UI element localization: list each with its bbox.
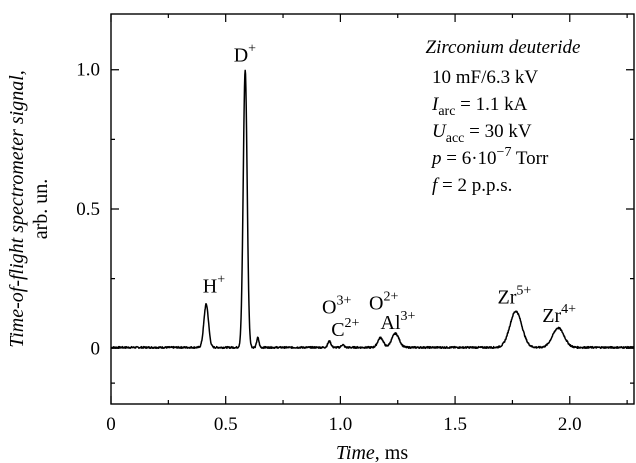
- param-line-4: f = 2 p.p.s.: [432, 175, 512, 196]
- param-line-3: p = 6·10−7 Torr: [430, 145, 549, 169]
- peak-label-6: Zr5+: [498, 284, 532, 309]
- peak-label-3: O2+: [369, 289, 398, 314]
- axis-tick-labels: 0 0.5 1.0 1.5 2.0 0 0.5 1.0: [76, 60, 581, 435]
- y-tick-label-2: 1.0: [76, 60, 100, 81]
- parameters-annotation: Zirconium deuteride 10 mF/6.3 kV Iarc = 1…: [426, 37, 581, 196]
- peak-label-5: Al3+: [381, 309, 416, 334]
- x-tick-label-4: 2.0: [558, 414, 582, 435]
- plot-frame: [111, 14, 634, 404]
- peak-label-4: C2+: [331, 316, 359, 341]
- x-tick-label-0: 0: [106, 414, 116, 435]
- x-tick-label-3: 1.5: [443, 414, 467, 435]
- tick-marks: [111, 14, 634, 404]
- param-line-0: 10 mF/6.3 kV: [432, 67, 538, 88]
- peak-label-0: H+: [203, 273, 225, 298]
- y-axis-label-main: Time-of-flight spectrometer signal,: [6, 70, 28, 348]
- y-tick-label-1: 0.5: [76, 199, 100, 220]
- material-name: Zirconium deuteride: [426, 37, 581, 58]
- x-axis-label-unit: , ms: [375, 442, 409, 463]
- x-tick-label-1: 0.5: [214, 414, 238, 435]
- param-line-2: Uacc = 30 kV: [432, 121, 532, 146]
- param-line-1: Iarc = 1.1 kA: [431, 94, 528, 119]
- peak-label-7: Zr4+: [542, 302, 576, 327]
- x-axis-label-main: Time: [336, 442, 375, 463]
- peak-label-1: D+: [234, 41, 256, 66]
- peak-label-2: O3+: [322, 293, 351, 318]
- y-axis-label-unit: arb. un.: [30, 179, 52, 240]
- x-tick-label-2: 1.0: [329, 414, 353, 435]
- y-tick-label-0: 0: [91, 338, 101, 359]
- x-axis-label: Time, ms: [336, 442, 408, 463]
- axis-ticks: [111, 14, 634, 404]
